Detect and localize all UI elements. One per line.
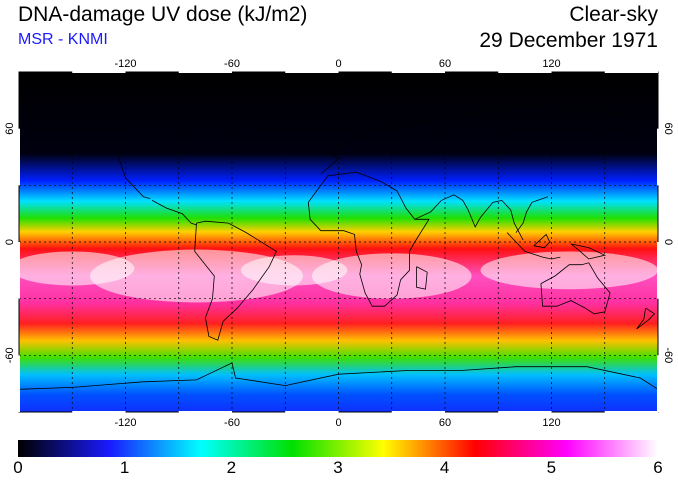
frame-segment (72, 70, 126, 73)
colorbar-tick-label: 2 (226, 458, 237, 477)
coastline (416, 266, 428, 290)
lon-tick-label-bottom: 0 (335, 417, 341, 429)
map-plot-area: -120 -120 -60 -60 0 0 60 60 120 120 60 60 0 0 -60 -60 (4, 58, 674, 429)
frame-segment (498, 70, 552, 73)
lat-tick-label-left: 0 (4, 239, 16, 245)
colorbar (18, 440, 658, 457)
high-dose-patch (480, 251, 658, 290)
lat-tick-label-right: 0 (662, 239, 674, 245)
colorbar-tick-label: 6 (653, 458, 663, 477)
coastline (540, 262, 611, 315)
lon-tick-label-top: 60 (439, 58, 451, 70)
lon-tick-label-bottom: 120 (542, 417, 560, 429)
coastline (151, 200, 197, 226)
frame-segment (72, 411, 126, 414)
frame-segment (657, 355, 660, 412)
frame-segment (17, 242, 20, 299)
high-dose-patch (311, 253, 472, 299)
colorbar-tick-label: 1 (119, 458, 130, 477)
coastline (18, 362, 659, 390)
frame-segment (178, 70, 232, 73)
frame-segment (17, 128, 20, 186)
frame-segment (285, 411, 339, 414)
colorbar-tick-label: 4 (439, 458, 450, 477)
lon-tick-label-bottom: 60 (439, 417, 451, 429)
coastline (307, 171, 430, 307)
colorbar-tick-label: 0 (13, 458, 23, 477)
frame-segment (178, 411, 232, 414)
coastline (116, 151, 151, 199)
coastline (570, 243, 607, 260)
colorbar-tick-label: 3 (333, 458, 343, 477)
source-label: MSR - KNMI (18, 31, 108, 48)
frame-segment (391, 70, 445, 73)
coastline (414, 194, 524, 241)
frame-segment (17, 355, 20, 412)
lat-tick-label-right: -60 (662, 347, 674, 363)
lat-tick-label-left: -60 (4, 347, 16, 363)
lon-tick-label-bottom: -60 (224, 417, 240, 429)
date-label: 29 December 1971 (479, 29, 658, 52)
frame-segment (604, 70, 658, 73)
frame-segment (498, 411, 552, 414)
frame-segment (285, 70, 339, 73)
coastline (636, 307, 656, 330)
sky-condition-label: Clear-sky (569, 3, 658, 26)
map-title: DNA-damage UV dose (kJ/m2) (18, 3, 308, 26)
lon-tick-label-top: -60 (224, 58, 240, 70)
frame-segment (657, 242, 660, 299)
frame-segment (657, 128, 660, 186)
frame-segment (391, 411, 445, 414)
high-dose-patch (240, 255, 348, 286)
lon-tick-label-top: 120 (542, 58, 560, 70)
lon-tick-label-top: 0 (335, 58, 341, 70)
lon-tick-label-bottom: -120 (114, 417, 136, 429)
uv-dose-map: -120 -120 -60 -60 0 0 60 60 120 120 60 60 0 0 -60 -60 (4, 58, 674, 429)
frame-segment (604, 411, 658, 414)
coastline (194, 220, 277, 341)
lon-tick-label-top: -120 (114, 58, 136, 70)
lat-tick-label-right: 60 (662, 123, 674, 135)
coastline (506, 232, 561, 260)
coastline (515, 196, 549, 233)
colorbar-tick-label: 5 (546, 458, 557, 477)
lat-tick-label-left: 60 (4, 123, 16, 135)
